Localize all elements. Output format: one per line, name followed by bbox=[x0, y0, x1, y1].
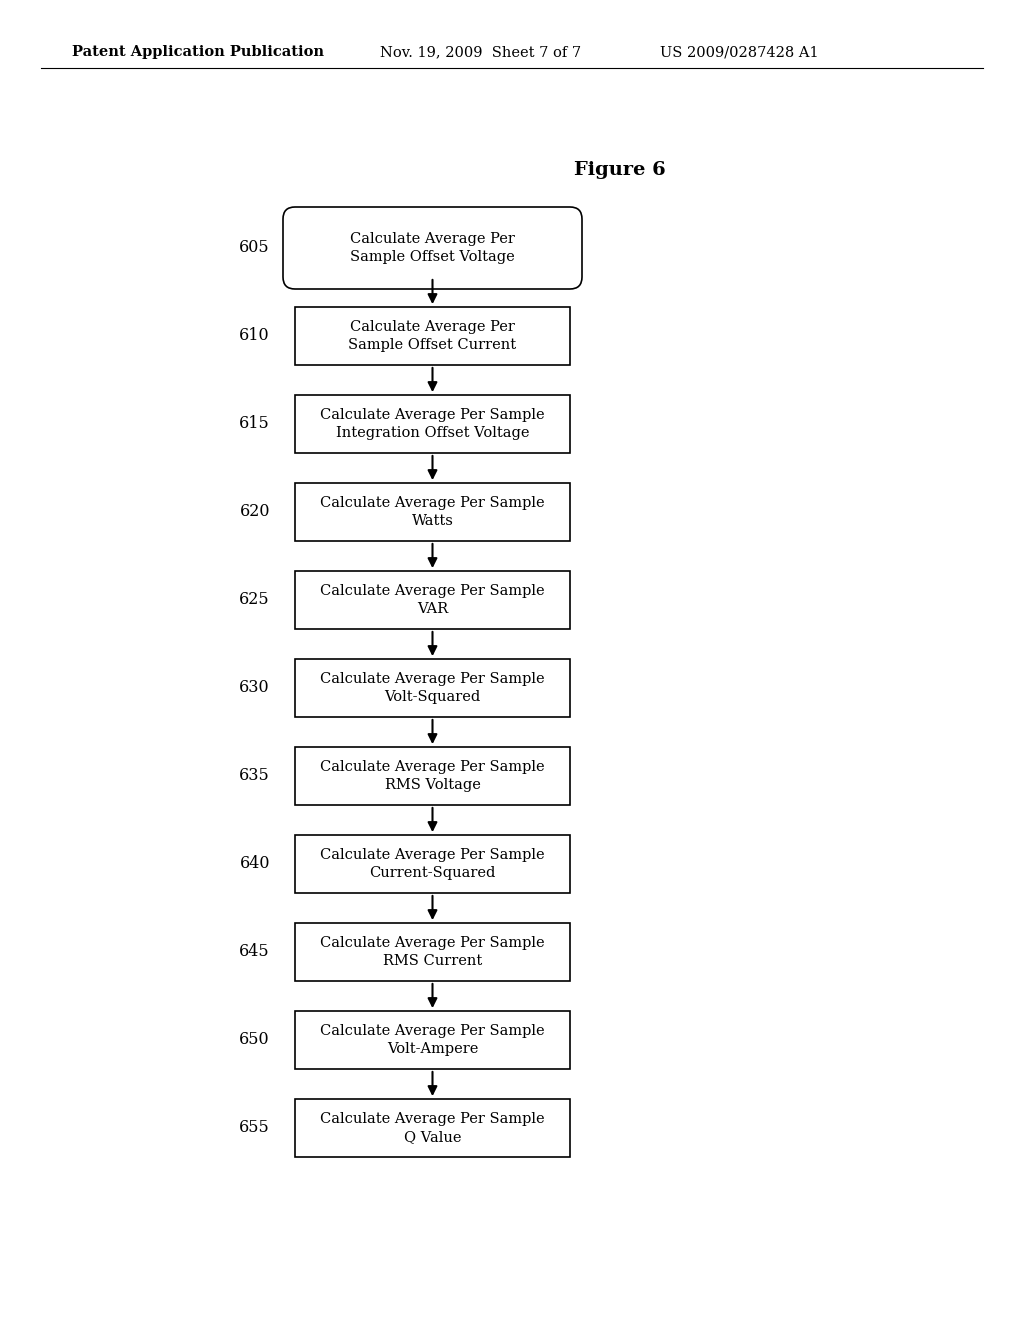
Text: Calculate Average Per Sample
Volt-Ampere: Calculate Average Per Sample Volt-Ampere bbox=[321, 1024, 545, 1056]
Text: 625: 625 bbox=[240, 591, 270, 609]
Bar bbox=[295, 483, 570, 541]
Bar bbox=[295, 747, 570, 805]
Text: Calculate Average Per Sample
RMS Current: Calculate Average Per Sample RMS Current bbox=[321, 936, 545, 968]
Text: Calculate Average Per Sample
Q Value: Calculate Average Per Sample Q Value bbox=[321, 1111, 545, 1144]
Text: 650: 650 bbox=[240, 1031, 270, 1048]
Bar bbox=[295, 395, 570, 453]
Bar bbox=[295, 659, 570, 717]
Bar bbox=[295, 1011, 570, 1069]
FancyBboxPatch shape bbox=[283, 207, 582, 289]
Bar bbox=[295, 836, 570, 894]
Text: Calculate Average Per Sample
Watts: Calculate Average Per Sample Watts bbox=[321, 496, 545, 528]
Text: 630: 630 bbox=[240, 680, 270, 697]
Bar bbox=[295, 308, 570, 366]
Text: Calculate Average Per
Sample Offset Voltage: Calculate Average Per Sample Offset Volt… bbox=[350, 232, 515, 264]
Text: Patent Application Publication: Patent Application Publication bbox=[72, 45, 324, 59]
Text: Calculate Average Per Sample
Current-Squared: Calculate Average Per Sample Current-Squ… bbox=[321, 847, 545, 880]
Text: Calculate Average Per Sample
Integration Offset Voltage: Calculate Average Per Sample Integration… bbox=[321, 408, 545, 440]
Text: 655: 655 bbox=[240, 1119, 270, 1137]
Text: 610: 610 bbox=[240, 327, 270, 345]
Text: 645: 645 bbox=[240, 944, 270, 961]
Text: 605: 605 bbox=[240, 239, 270, 256]
Text: 635: 635 bbox=[240, 767, 270, 784]
Text: Calculate Average Per
Sample Offset Current: Calculate Average Per Sample Offset Curr… bbox=[348, 319, 516, 352]
Text: 615: 615 bbox=[240, 416, 270, 433]
Text: Calculate Average Per Sample
VAR: Calculate Average Per Sample VAR bbox=[321, 583, 545, 616]
Text: Figure 6: Figure 6 bbox=[574, 161, 666, 180]
Bar bbox=[295, 923, 570, 981]
Text: Calculate Average Per Sample
Volt-Squared: Calculate Average Per Sample Volt-Square… bbox=[321, 672, 545, 704]
Text: 620: 620 bbox=[240, 503, 270, 520]
Text: Nov. 19, 2009  Sheet 7 of 7: Nov. 19, 2009 Sheet 7 of 7 bbox=[380, 45, 582, 59]
Bar bbox=[295, 572, 570, 630]
Bar bbox=[295, 1100, 570, 1158]
Text: Calculate Average Per Sample
RMS Voltage: Calculate Average Per Sample RMS Voltage bbox=[321, 760, 545, 792]
Text: 640: 640 bbox=[240, 855, 270, 873]
Text: US 2009/0287428 A1: US 2009/0287428 A1 bbox=[660, 45, 818, 59]
